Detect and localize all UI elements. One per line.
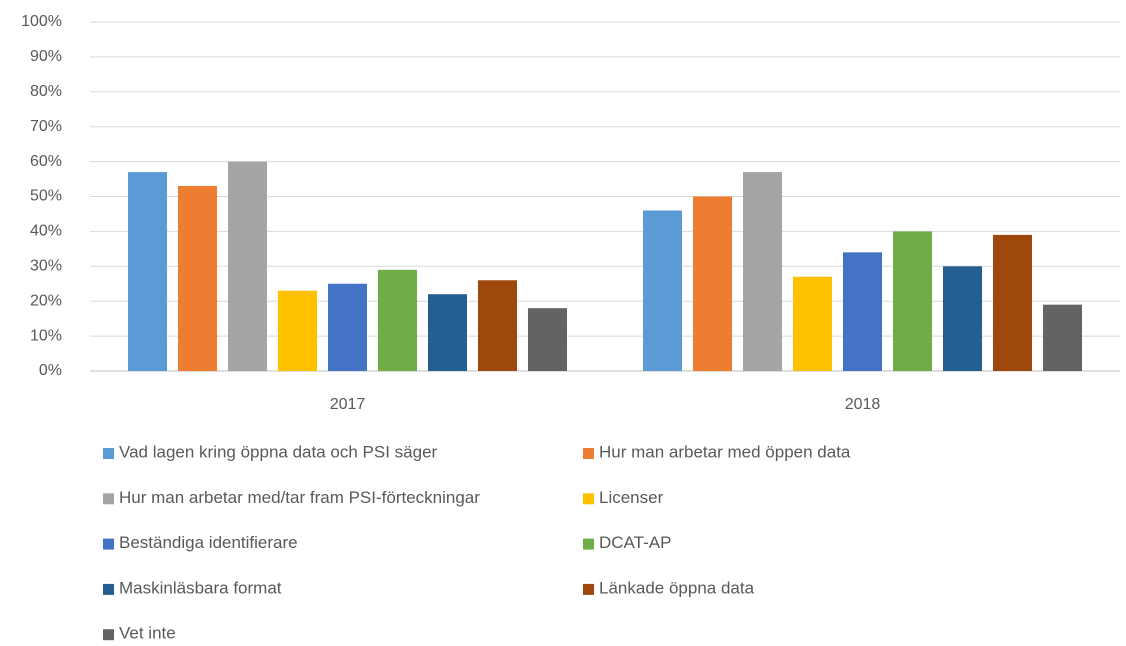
y-tick-label: 40% <box>30 223 62 240</box>
legend-label: Licenser <box>599 488 664 507</box>
bar <box>528 308 567 371</box>
bar <box>743 172 782 371</box>
bar <box>228 161 267 371</box>
bar <box>478 280 517 371</box>
legend-swatch <box>103 583 114 595</box>
bar <box>843 252 882 371</box>
legend-label: DCAT-AP <box>599 533 671 552</box>
bar <box>643 210 682 371</box>
legend-swatch <box>583 583 594 595</box>
x-tick-label: 2018 <box>845 396 881 413</box>
bar <box>943 266 982 371</box>
y-tick-label: 50% <box>30 188 62 205</box>
legend-label: Hur man arbetar med/tar fram PSI-förteck… <box>119 488 480 507</box>
legend-label: Vad lagen kring öppna data och PSI säger <box>119 442 438 461</box>
legend-label: Vet inte <box>119 624 176 643</box>
y-tick-label: 10% <box>30 327 62 344</box>
legend-label: Beständiga identifierare <box>119 533 298 552</box>
bar <box>378 269 417 371</box>
y-tick-label: 0% <box>39 362 62 379</box>
y-tick-label: 20% <box>30 292 62 309</box>
legend-label: Maskinläsbara format <box>119 578 282 597</box>
bar <box>428 294 467 371</box>
bar <box>1043 304 1082 371</box>
legend-swatch <box>583 448 594 459</box>
bar <box>128 172 167 371</box>
y-tick-label: 80% <box>30 83 62 100</box>
bar <box>993 234 1032 371</box>
x-tick-label: 2017 <box>330 396 366 413</box>
legend-label: Länkade öppna data <box>599 578 755 597</box>
legend-swatch <box>103 448 114 459</box>
legend-swatch <box>103 629 114 641</box>
bar <box>328 283 367 371</box>
y-tick-label: 30% <box>30 258 62 275</box>
bar <box>893 231 932 371</box>
bar <box>793 276 832 371</box>
bar <box>693 196 732 371</box>
y-tick-label: 70% <box>30 118 62 135</box>
y-tick-label: 100% <box>21 13 62 30</box>
y-tick-label: 60% <box>30 153 62 170</box>
bar <box>278 290 317 371</box>
legend-swatch <box>103 538 114 550</box>
legend-swatch <box>103 493 114 505</box>
legend-swatch <box>583 493 594 505</box>
y-tick-label: 90% <box>30 48 62 65</box>
bar <box>178 186 217 371</box>
legend-swatch <box>583 538 594 550</box>
legend-label: Hur man arbetar med öppen data <box>599 442 851 461</box>
